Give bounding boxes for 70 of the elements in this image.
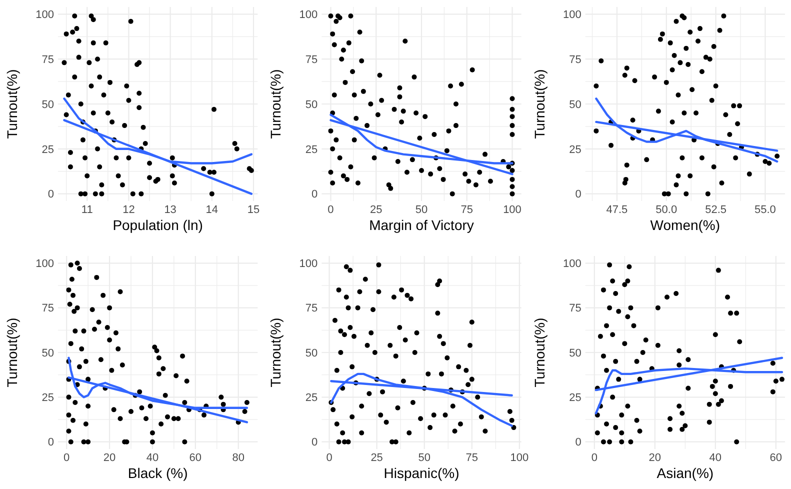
y-tick-label: 100 xyxy=(562,258,582,270)
x-tick-label: 20 xyxy=(648,452,662,464)
x-tick-label: 52.5 xyxy=(705,204,727,216)
x-tick-label: 60 xyxy=(770,452,782,464)
x-tick-label: 0 xyxy=(64,452,70,464)
x-tick-label: 13 xyxy=(164,204,176,216)
y-tick-label: 0 xyxy=(48,188,54,201)
x-tick-label: 50.0 xyxy=(656,204,678,216)
x-tick-label: 40 xyxy=(146,452,159,464)
x-tick-label: 20 xyxy=(103,452,116,464)
y-tick-label: 0 xyxy=(48,436,54,449)
y-tick-label: 25 xyxy=(305,392,318,404)
x-tick-label: 80 xyxy=(232,452,244,464)
x-tick-label: 55.0 xyxy=(754,204,776,216)
x-axis-title: Hispanic(%) xyxy=(384,465,460,481)
y-tick-label: 0 xyxy=(575,436,582,449)
y-tick-label: 100 xyxy=(562,9,582,22)
x-axis-title: Black (%) xyxy=(128,465,188,481)
y-tick-label: 100 xyxy=(36,9,54,22)
x-tick-label: 11 xyxy=(81,204,93,216)
y-tick-label: 0 xyxy=(575,188,582,201)
y-axis-title: Turnout(%) xyxy=(268,318,284,388)
x-axis-title: Margin of Victory xyxy=(369,217,474,233)
y-axis-title: Turnout(%) xyxy=(4,69,20,139)
x-tick-label: 60 xyxy=(189,452,202,464)
y-tick-label: 75 xyxy=(305,302,318,315)
y-tick-label: 75 xyxy=(569,302,582,315)
y-tick-label: 25 xyxy=(42,144,54,156)
x-tick-label: 100 xyxy=(503,204,522,216)
y-tick-label: 50 xyxy=(305,98,318,111)
x-tick-label: 12 xyxy=(122,204,135,216)
x-tick-label: 25 xyxy=(370,452,383,464)
x-tick-label: 75 xyxy=(466,452,478,464)
x-tick-label: 14 xyxy=(206,204,218,216)
x-tick-label: 15 xyxy=(247,204,260,216)
y-tick-label: 50 xyxy=(305,347,318,360)
y-tick-label: 50 xyxy=(42,347,54,360)
y-axis-title: Turnout(%) xyxy=(531,318,548,388)
y-axis-title: Turnout(%) xyxy=(531,69,548,139)
y-tick-label: 75 xyxy=(569,54,582,66)
x-tick-label: 50 xyxy=(418,452,430,464)
y-tick-label: 25 xyxy=(569,144,582,156)
y-tick-label: 0 xyxy=(312,188,318,201)
y-tick-label: 0 xyxy=(312,436,318,449)
y-tick-label: 50 xyxy=(569,98,582,111)
y-tick-label: 25 xyxy=(42,392,54,404)
x-tick-label: 0 xyxy=(328,204,334,216)
x-tick-label: 47.5 xyxy=(606,204,628,216)
x-axis-title: Women(%) xyxy=(650,217,720,233)
x-axis-title: Population (ln) xyxy=(112,217,203,233)
x-tick-label: 100 xyxy=(510,452,529,464)
y-tick-label: 25 xyxy=(569,392,582,404)
x-axis-title: Asian(%) xyxy=(656,465,714,481)
x-tick-label: 0 xyxy=(326,452,332,464)
y-tick-label: 100 xyxy=(36,258,54,270)
y-tick-label: 100 xyxy=(299,258,318,270)
x-tick-label: 75 xyxy=(460,204,474,216)
y-tick-label: 100 xyxy=(299,9,318,22)
y-tick-label: 75 xyxy=(42,54,54,66)
x-tick-label: 40 xyxy=(709,452,722,464)
y-tick-label: 25 xyxy=(305,144,318,156)
x-tick-label: 25 xyxy=(370,204,382,216)
y-tick-label: 75 xyxy=(42,302,54,315)
y-axis-title: Turnout(%) xyxy=(268,69,284,139)
y-axis-title: Turnout(%) xyxy=(4,318,20,388)
x-tick-label: 50 xyxy=(415,204,428,216)
y-tick-label: 50 xyxy=(569,347,582,360)
y-tick-label: 50 xyxy=(42,98,54,111)
y-tick-label: 75 xyxy=(305,54,318,66)
x-tick-label: 0 xyxy=(591,452,598,464)
